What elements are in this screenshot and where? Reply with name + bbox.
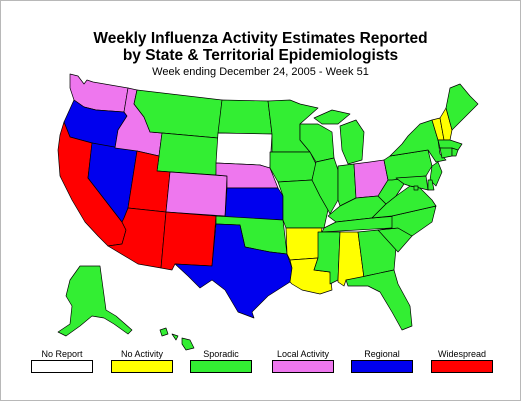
- legend-swatch-local: [272, 360, 334, 373]
- state-AR: [285, 227, 323, 261]
- state-MD: [395, 175, 429, 191]
- legend-label-sporadic: Sporadic: [203, 349, 239, 359]
- legend-label-no-activity: No Activity: [120, 349, 163, 359]
- map-title-line2: by State & Territorial Epidemiologists: [122, 47, 399, 64]
- state-HI: [159, 327, 195, 351]
- state-DC: [413, 185, 419, 191]
- state-FL: [345, 269, 413, 331]
- state-AK: [57, 265, 133, 337]
- state-MI: [313, 109, 365, 165]
- legend-label-no-report: No Report: [41, 349, 83, 359]
- state-TX: [174, 223, 293, 319]
- state-ND: [217, 99, 273, 135]
- state-IA: [269, 151, 317, 183]
- state-RI: [451, 147, 459, 157]
- state-CT: [439, 147, 453, 159]
- legend-swatch-widespread: [431, 360, 493, 373]
- map-title-line1: Weekly Influenza Activity Estimates Repo…: [93, 30, 428, 47]
- state-KS: [224, 187, 284, 221]
- state-DE: [427, 179, 435, 191]
- legend-label-local: Local Activity: [276, 349, 330, 359]
- legend-swatch-sporadic: [190, 360, 252, 373]
- state-NM: [160, 211, 217, 271]
- state-NJ: [429, 161, 443, 187]
- state-NH: [439, 107, 453, 141]
- state-SD: [215, 132, 273, 169]
- legend-label-regional: Regional: [364, 349, 400, 359]
- state-NC: [377, 205, 437, 237]
- state-MA: [437, 139, 463, 151]
- legend-swatch-no-report: [31, 360, 93, 373]
- legend-swatch-no-activity: [111, 360, 173, 373]
- state-CO: [165, 171, 228, 217]
- legend-swatch-regional: [351, 360, 413, 373]
- legend-label-widespread: Widespread: [437, 349, 487, 359]
- map-subtitle: Week ending December 24, 2005 - Week 51: [152, 66, 369, 78]
- state-ME: [445, 83, 479, 131]
- state-WY: [156, 132, 219, 176]
